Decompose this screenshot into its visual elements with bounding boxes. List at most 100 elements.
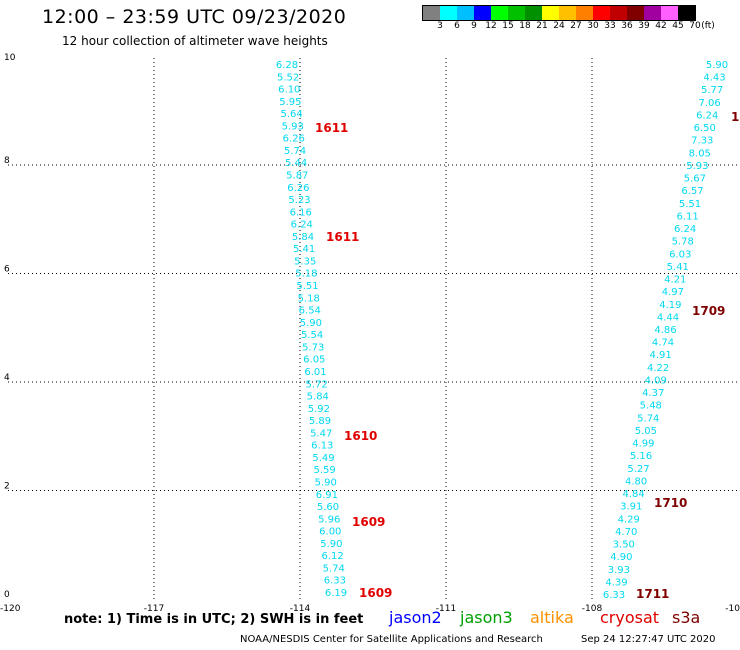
swh-value: 6.12 bbox=[321, 551, 343, 562]
color-scale-label: 9 bbox=[471, 21, 477, 31]
color-swatch bbox=[610, 6, 627, 20]
longitude-tick-label: -120 bbox=[0, 604, 21, 614]
swh-value: 5.41 bbox=[293, 244, 315, 255]
swh-value: 6.10 bbox=[278, 85, 300, 96]
pass-time-label: 1611 bbox=[326, 230, 359, 244]
color-scale-unit: (ft) bbox=[701, 21, 715, 31]
satellite-tracks: 6.285.526.105.955.645.936.265.745.445.87… bbox=[276, 60, 728, 601]
pass-time-label: 1711 bbox=[636, 587, 669, 601]
pass-time-labels: 1611 1611 1610 1609 1609 1 1709 1710 1711 bbox=[315, 110, 739, 601]
color-scale-label: 42 bbox=[655, 21, 667, 31]
swh-value: 5.64 bbox=[280, 109, 302, 120]
color-swatch bbox=[542, 6, 559, 20]
swh-value: 5.49 bbox=[312, 453, 334, 464]
color-swatch bbox=[508, 6, 525, 20]
color-swatch bbox=[644, 6, 661, 20]
swh-value: 6.26 bbox=[283, 134, 305, 145]
latitude-tick-label: 6 bbox=[4, 265, 10, 275]
swh-value: 5.51 bbox=[679, 199, 701, 210]
swh-value: 5.93 bbox=[282, 121, 304, 132]
swh-value: 7.06 bbox=[698, 98, 720, 109]
swh-value: 4.74 bbox=[652, 338, 674, 349]
color-swatch bbox=[593, 6, 610, 20]
swh-value: 5.44 bbox=[285, 158, 307, 169]
swh-value: 6.01 bbox=[304, 367, 326, 378]
swh-value: 5.95 bbox=[279, 97, 301, 108]
swh-value: 6.03 bbox=[669, 249, 691, 260]
swh-value: 4.84 bbox=[622, 489, 644, 500]
swh-value: 5.92 bbox=[308, 404, 330, 415]
swh-value: 5.16 bbox=[630, 451, 652, 462]
swh-value: 5.41 bbox=[667, 262, 689, 273]
color-scale-label: 45 bbox=[672, 21, 684, 31]
swh-value: 5.89 bbox=[309, 416, 331, 427]
color-swatch bbox=[559, 6, 576, 20]
pass-time-label: 1609 bbox=[352, 515, 385, 529]
swh-value: 6.57 bbox=[681, 186, 703, 197]
footnote: note: 1) Time is in UTC; 2) SWH is in fe… bbox=[64, 612, 364, 627]
swh-value: 6.24 bbox=[696, 111, 718, 122]
swh-value: 4.29 bbox=[618, 514, 640, 525]
swh-value: 5.18 bbox=[295, 269, 317, 280]
swh-value: 6.16 bbox=[290, 207, 312, 218]
swh-value: 4.19 bbox=[659, 300, 681, 311]
swh-value: 4.70 bbox=[615, 527, 637, 538]
swh-value: 5.27 bbox=[627, 464, 649, 475]
color-swatch bbox=[661, 6, 678, 20]
credit-line: NOAA/NESDIS Center for Satellite Applica… bbox=[240, 634, 543, 645]
color-swatch bbox=[440, 6, 457, 20]
swh-value: 6.05 bbox=[303, 355, 325, 366]
color-swatch bbox=[457, 6, 474, 20]
swh-value: 4.21 bbox=[664, 275, 686, 286]
generated-timestamp: Sep 24 12:27:47 UTC 2020 bbox=[581, 634, 716, 645]
color-swatch bbox=[474, 6, 491, 20]
swh-value: 4.80 bbox=[625, 476, 647, 487]
swh-value: 3.50 bbox=[613, 540, 635, 551]
swh-value: 5.72 bbox=[305, 379, 327, 390]
legend-item-jason3: jason3 bbox=[460, 608, 513, 627]
swh-value: 5.23 bbox=[288, 195, 310, 206]
swh-value: 5.73 bbox=[302, 342, 324, 353]
swh-value: 6.26 bbox=[287, 183, 309, 194]
swh-value: 3.91 bbox=[620, 502, 642, 513]
pass-time-label: 1609 bbox=[359, 586, 392, 600]
swh-value: 5.84 bbox=[292, 232, 314, 243]
swh-track: 5.904.435.777.066.246.507.338.055.935.67… bbox=[603, 60, 728, 601]
swh-value: 3.93 bbox=[608, 565, 630, 576]
swh-value: 6.28 bbox=[276, 60, 298, 71]
longitude-tick-label: -10 bbox=[725, 604, 740, 614]
swh-value: 5.90 bbox=[300, 318, 322, 329]
swh-value: 5.90 bbox=[706, 60, 728, 71]
swh-value: 4.09 bbox=[645, 376, 667, 387]
swh-value: 5.74 bbox=[637, 413, 659, 424]
color-scale-label: 30 bbox=[587, 21, 599, 31]
swh-value: 5.77 bbox=[701, 85, 723, 96]
color-swatch bbox=[627, 6, 644, 20]
swh-track: 6.285.526.105.955.645.936.265.745.445.87… bbox=[276, 60, 347, 599]
swh-value: 4.43 bbox=[703, 73, 725, 84]
pass-time-label: 1 bbox=[731, 110, 739, 124]
color-scale-label: 36 bbox=[621, 21, 633, 31]
swh-value: 5.47 bbox=[310, 428, 332, 439]
swh-value: 5.18 bbox=[298, 293, 320, 304]
color-scale-label: 15 bbox=[502, 21, 514, 31]
swh-value: 4.44 bbox=[657, 312, 679, 323]
swh-value: 4.97 bbox=[662, 287, 684, 298]
swh-value: 4.86 bbox=[654, 325, 676, 336]
swh-value: 5.59 bbox=[313, 465, 335, 476]
swh-color-scale bbox=[422, 5, 696, 21]
swh-value: 4.91 bbox=[649, 350, 671, 361]
swh-value: 5.74 bbox=[323, 563, 345, 574]
swh-value: 5.51 bbox=[296, 281, 318, 292]
color-swatch bbox=[491, 6, 508, 20]
pass-time-label: 1710 bbox=[654, 496, 687, 510]
color-scale-label: 18 bbox=[519, 21, 531, 31]
swh-value: 5.84 bbox=[307, 392, 329, 403]
legend-item-s3a: s3a bbox=[672, 608, 701, 627]
swh-value: 6.11 bbox=[676, 211, 698, 222]
swh-value: 5.90 bbox=[315, 478, 337, 489]
swh-value: 5.52 bbox=[277, 72, 299, 83]
swh-value: 4.90 bbox=[610, 552, 632, 563]
legend-item-jason2: jason2 bbox=[389, 608, 442, 627]
swh-value: 6.33 bbox=[324, 576, 346, 587]
